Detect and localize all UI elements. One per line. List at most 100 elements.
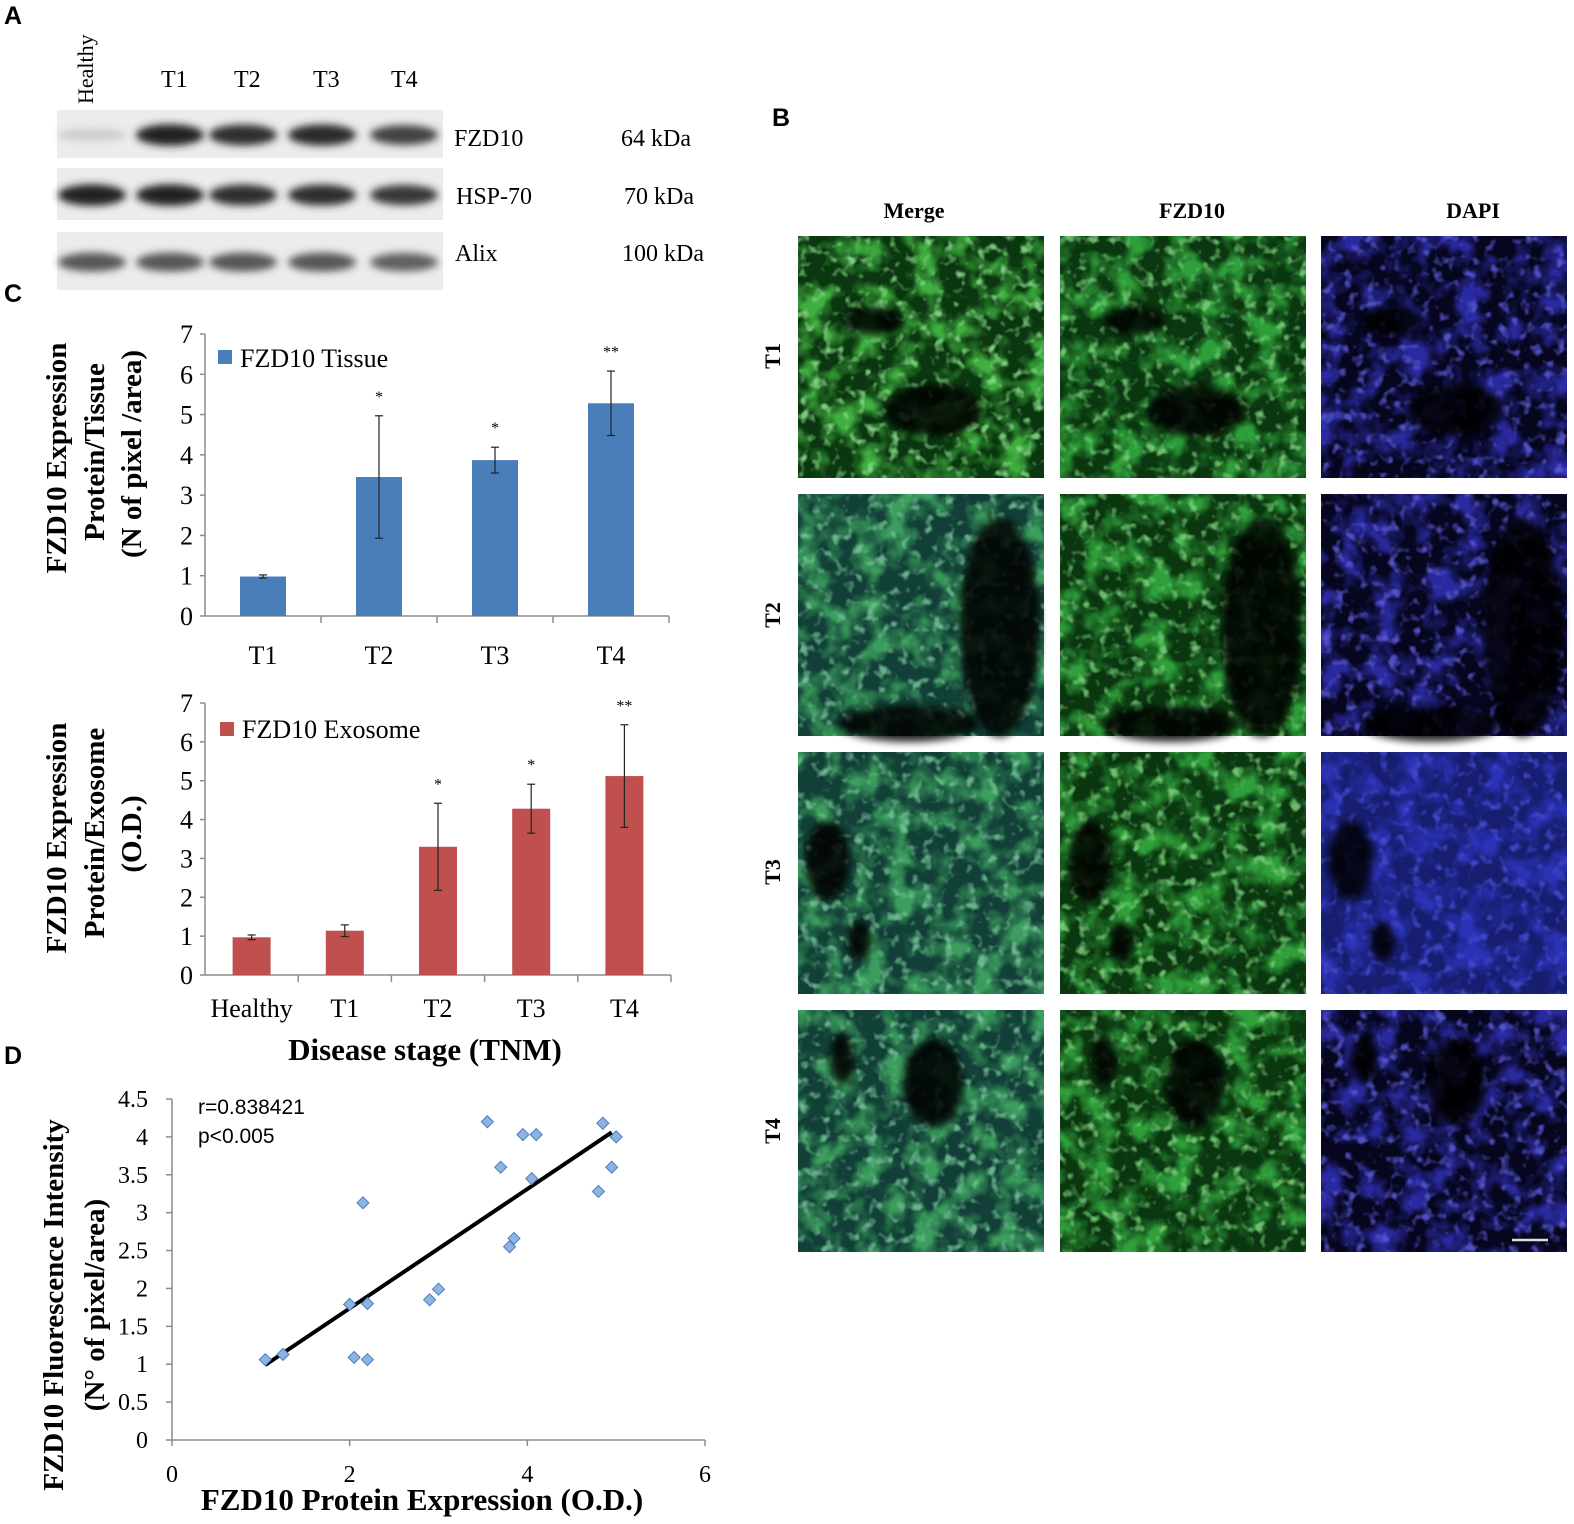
- protein-label-hsp70: HSP-70: [456, 184, 532, 210]
- row-label-t3: T3: [760, 859, 785, 885]
- tissue-ytick-label: 5: [180, 401, 193, 430]
- micro-tile-t3-fzd10: [1060, 752, 1306, 994]
- scatter-point: [431, 1282, 446, 1296]
- protein-label-fzd10: FZD10: [454, 126, 523, 152]
- blot-lane-labels: Healthy T1 T2 T3 T4: [73, 34, 418, 104]
- exosome-bar: [325, 930, 364, 975]
- tissue-bar: [588, 403, 634, 616]
- column-header-merge: Merge: [883, 198, 944, 223]
- weight-label-fzd10: 64 kDa: [621, 126, 691, 152]
- tissue-ytick-label: 6: [180, 360, 193, 389]
- micro-tile-t2-dapi: [1321, 494, 1567, 742]
- tissue-ytick-label: 0: [180, 602, 193, 631]
- scatter-trendline: [264, 1130, 613, 1367]
- scatter-xtick-label: 4: [521, 1462, 533, 1488]
- exosome-ytick-label: 5: [180, 767, 193, 796]
- lane-label-t3: T3: [313, 67, 340, 93]
- weight-label-hsp70: 70 kDa: [624, 184, 694, 210]
- blot-band: [209, 124, 277, 146]
- tissue-xtick-label: T4: [597, 641, 626, 670]
- western-blot: Healthy T1 T2 T3 T4 FZD10 64 kDa HSP-70 …: [57, 34, 704, 290]
- scatter-ytick-label: 4: [136, 1125, 148, 1151]
- row-label-t1: T1: [760, 343, 785, 369]
- exosome-ylabel-line-1: FZD10 Expression: [41, 723, 73, 954]
- weight-label-alix: 100 kDa: [622, 241, 704, 267]
- panel-label-b: B: [772, 104, 790, 132]
- lane-label-t4: T4: [391, 67, 418, 93]
- exosome-ytick-label: 7: [180, 689, 193, 718]
- exosome-ylabel-line-3: (O.D.): [116, 795, 148, 872]
- exosome-ytick-label: 6: [180, 728, 193, 757]
- micro-tile-t1-dapi: [1321, 236, 1567, 478]
- tissue-xtick-label: T2: [365, 641, 394, 670]
- correlation-scatter: 0 0.5 1 1.5 2 2.5 3 3.5 4 4.5 0 2 4 6 r=0.838421 p<0.…: [38, 1087, 711, 1517]
- scatter-point: [480, 1115, 495, 1129]
- scatter-ytick-label: 0: [136, 1428, 148, 1454]
- scatter-ytick-label: 3: [136, 1201, 148, 1227]
- tissue-xtick-label: T3: [481, 641, 510, 670]
- tissue-ytick-label: 2: [180, 521, 193, 550]
- exosome-significance-label: *: [527, 757, 535, 774]
- microscopy-tiles: [798, 236, 1567, 1252]
- blot-band: [58, 184, 126, 206]
- exosome-xtick-label: T1: [330, 994, 359, 1023]
- column-header-dapi: DAPI: [1446, 198, 1500, 223]
- row-label-t2: T2: [760, 602, 785, 628]
- micro-tile-t2-merge: [798, 494, 1044, 742]
- exosome-ytick-label: 3: [180, 844, 193, 873]
- scatter-point: [596, 1116, 610, 1130]
- scatter-point: [356, 1196, 370, 1210]
- exosome-bar: [232, 937, 271, 975]
- blot-row-labels: FZD10 64 kDa HSP-70 70 kDa Alix 100 kDa: [454, 126, 704, 267]
- scatter-point: [507, 1231, 521, 1246]
- micro-tile-t3-merge: [798, 752, 1044, 994]
- exosome-xtick-label: Healthy: [210, 994, 292, 1023]
- tissue-bar: [240, 576, 286, 616]
- scatter-ytick-label: 3.5: [118, 1163, 148, 1189]
- scatter-point: [258, 1352, 272, 1367]
- blot-band: [370, 124, 438, 145]
- exosome-chart-ylabel: FZD10 Expression Protein/Exosome (O.D.): [41, 723, 148, 954]
- scatter-ytick-label: 1.5: [118, 1314, 148, 1340]
- scatter-xtick-label: 2: [344, 1462, 356, 1488]
- scatter-point: [422, 1293, 437, 1307]
- scatter-point: [360, 1352, 375, 1367]
- blot-band: [209, 252, 277, 272]
- legend-swatch-exosome: [220, 722, 234, 736]
- scatter-xlabel: FZD10 Protein Expression (O.D.): [201, 1482, 643, 1517]
- tissue-significance-label: **: [603, 344, 619, 361]
- blot-band: [58, 252, 126, 272]
- scatter-ytick-label: 2.5: [118, 1239, 148, 1265]
- micro-tile-t1-fzd10: [1060, 236, 1306, 478]
- exosome-ylabel-line-2: Protein/Exosome: [79, 728, 111, 939]
- tissue-bar: [472, 460, 518, 616]
- tissue-chart-legend: FZD10 Tissue: [218, 344, 388, 373]
- exosome-xlabel: Disease stage (TNM): [288, 1032, 562, 1067]
- exosome-significance-label: *: [434, 776, 442, 793]
- scatter-point: [342, 1297, 357, 1312]
- tissue-ytick-label: 3: [180, 481, 193, 510]
- scatter-point: [493, 1160, 508, 1174]
- row-label-t4: T4: [760, 1118, 785, 1144]
- tissue-significance-label: *: [375, 389, 383, 406]
- scatter-ytick-label: 4.5: [118, 1087, 148, 1113]
- legend-label-exosome: FZD10 Exosome: [242, 715, 420, 744]
- blot-band: [370, 184, 438, 206]
- blot-band: [136, 184, 204, 206]
- scatter-point: [525, 1171, 539, 1186]
- micro-tile-t2-fzd10: [1060, 494, 1306, 742]
- blot-band: [370, 252, 438, 272]
- tissue-ylabel-line-3: (N of pixel /area): [116, 350, 148, 558]
- scatter-point: [516, 1127, 530, 1142]
- scatter-xtick-label: 6: [699, 1462, 711, 1488]
- micro-tile-t3-dapi: [1321, 752, 1567, 994]
- panel-label-a: A: [4, 2, 22, 30]
- exosome-xtick-label: T4: [610, 994, 639, 1023]
- scatter-point: [502, 1240, 517, 1254]
- scatter-annotation-r: r=0.838421: [198, 1096, 305, 1119]
- protein-label-alix: Alix: [455, 241, 498, 267]
- tissue-ylabel-line-2: Protein/Tissue: [79, 363, 111, 541]
- scatter-ylabel-line-2: (N° of pixel/area): [79, 1199, 111, 1411]
- scatter-point: [347, 1350, 361, 1365]
